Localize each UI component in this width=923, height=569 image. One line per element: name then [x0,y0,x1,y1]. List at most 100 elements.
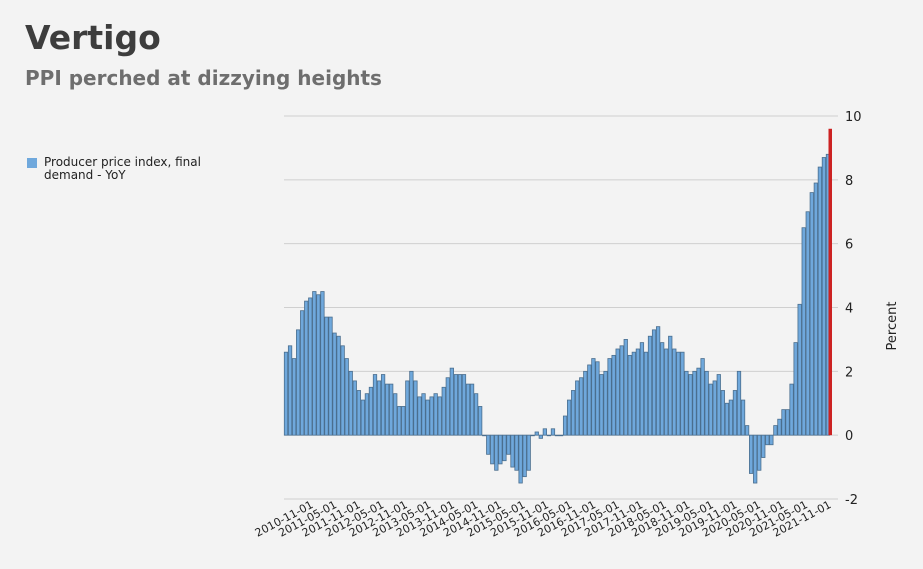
bar[interactable] [486,434,491,455]
bar[interactable] [700,358,705,436]
bar[interactable] [651,329,657,436]
bar[interactable] [421,393,426,436]
bar[interactable] [579,377,584,436]
bar[interactable] [684,370,689,436]
bar[interactable] [530,434,535,437]
bar[interactable] [356,390,361,436]
bar[interactable] [550,428,556,436]
bar[interactable] [348,370,353,436]
bar[interactable] [405,380,410,436]
bar[interactable] [696,367,701,436]
bar[interactable] [473,393,479,436]
bar[interactable] [546,434,552,437]
bar[interactable] [583,370,588,436]
bar[interactable] [591,358,596,436]
bar[interactable] [380,374,386,436]
bar[interactable] [761,434,766,458]
bar[interactable] [757,434,762,471]
bar[interactable] [765,434,770,446]
bar[interactable] [291,358,297,436]
bar[interactable] [647,335,653,436]
bar[interactable] [793,342,798,436]
bar[interactable] [619,345,624,436]
bar[interactable] [611,354,616,436]
bar[interactable] [595,361,600,436]
bar[interactable] [712,380,717,436]
bar[interactable] [409,370,414,436]
bar[interactable] [502,434,507,462]
bar[interactable] [603,370,608,436]
bar[interactable] [441,386,446,436]
bar[interactable] [453,374,459,436]
bar[interactable] [389,383,394,436]
bar[interactable] [769,434,774,446]
bar[interactable] [397,406,402,436]
bar[interactable] [728,399,734,436]
bar[interactable] [465,383,471,436]
bar[interactable] [287,345,293,436]
bar[interactable] [558,434,564,437]
bar[interactable] [599,374,604,436]
bar[interactable] [571,390,576,436]
bar[interactable] [797,303,802,436]
bar[interactable] [720,390,725,436]
bar[interactable] [781,409,786,436]
bar[interactable] [785,409,790,436]
bar[interactable] [457,374,463,436]
bar[interactable] [482,434,487,437]
bar[interactable] [627,354,632,436]
bar[interactable] [308,297,313,436]
bar[interactable] [494,434,499,471]
bar[interactable] [425,399,430,436]
bar[interactable] [324,316,329,436]
bar[interactable] [376,380,382,436]
bar[interactable] [304,300,309,436]
bar[interactable] [692,370,697,436]
bar[interactable] [433,393,438,436]
bar[interactable] [518,434,523,484]
bar[interactable] [821,157,827,436]
bar[interactable] [510,434,515,468]
bar[interactable] [708,383,713,436]
bar[interactable] [429,396,434,436]
bar[interactable] [340,345,345,436]
bar[interactable] [372,374,378,436]
bar[interactable] [417,396,422,436]
bar[interactable] [672,348,677,436]
bar[interactable] [809,192,814,436]
bar[interactable] [514,434,519,471]
bar[interactable] [393,393,398,436]
bar[interactable] [704,370,709,436]
bar[interactable] [615,348,620,436]
bar[interactable] [664,348,669,436]
bar[interactable] [631,351,636,436]
bar[interactable] [789,383,794,436]
bar[interactable] [449,367,454,436]
bar[interactable] [312,291,317,436]
bar[interactable] [587,364,592,436]
bar[interactable] [401,406,406,436]
bar[interactable] [607,358,612,436]
bar[interactable] [744,425,750,436]
bar[interactable] [461,374,467,436]
chart-legend[interactable]: Producer price index, final demand - YoY [27,156,227,182]
bar[interactable] [498,434,503,465]
bar[interactable] [817,166,823,436]
bar[interactable] [534,431,539,436]
bar[interactable] [526,434,531,471]
bar[interactable] [801,227,806,436]
bar[interactable] [736,370,742,436]
bar[interactable] [283,351,289,436]
bar[interactable] [542,428,547,436]
bar[interactable] [749,434,754,474]
bar[interactable] [332,332,337,436]
bar[interactable] [413,380,418,436]
bar[interactable] [360,399,365,436]
bar[interactable] [655,326,661,436]
bar[interactable] [296,329,301,436]
bar[interactable] [740,399,746,436]
bar[interactable] [724,402,729,436]
bar[interactable] [676,351,681,436]
bar[interactable] [660,342,665,436]
bar[interactable] [385,383,390,436]
